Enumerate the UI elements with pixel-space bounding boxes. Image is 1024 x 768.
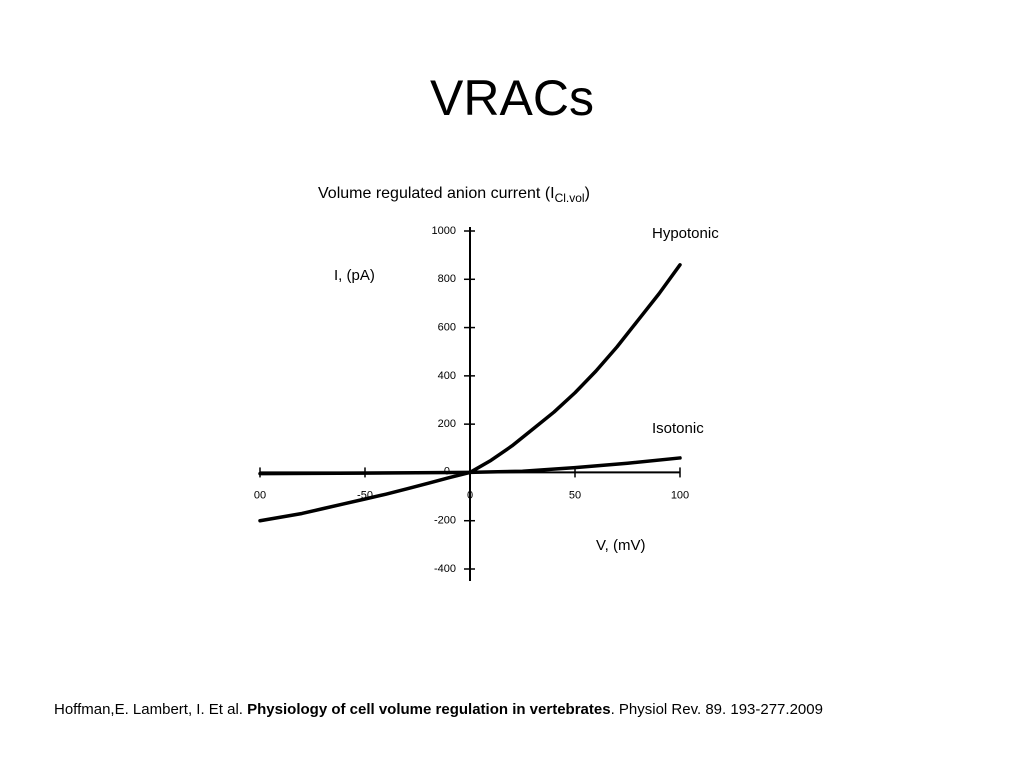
chart-title-subscript: Cl.vol (555, 191, 585, 205)
y-tick-label: 400 (438, 370, 456, 382)
y-axis-label: I, (pA) (334, 267, 375, 284)
x-tick-label: 100 (671, 489, 689, 501)
y-tick-label: 600 (438, 321, 456, 333)
citation-authors: Hoffman,E. Lambert, I. Et al. (54, 701, 247, 718)
citation: Hoffman,E. Lambert, I. Et al. Physiology… (54, 701, 823, 718)
slide-title: VRACs (430, 70, 594, 126)
series-line (258, 456, 682, 476)
x-axis-label: V, (mV) (596, 537, 645, 554)
series-label: Hypotonic (652, 225, 719, 242)
y-tick-label: 200 (438, 418, 456, 430)
x-tick-label: 0 (467, 489, 473, 501)
citation-article: Physiology of cell volume regulation in … (247, 701, 610, 718)
x-tick-label: 50 (569, 489, 581, 501)
y-tick-label: 1000 (432, 225, 456, 237)
y-tick-label: 800 (438, 273, 456, 285)
series-label: Isotonic (652, 420, 704, 437)
chart-title-end: ) (585, 185, 590, 202)
y-tick-label: -400 (434, 563, 456, 575)
citation-source: . Physiol Rev. 89. 193-277.2009 (611, 701, 823, 718)
y-tick-label: -200 (434, 515, 456, 527)
chart-title-main: Volume regulated anion current (I (318, 185, 555, 202)
x-tick-label: 00 (254, 489, 266, 501)
chart-title: Volume regulated anion current (ICl.vol) (318, 185, 590, 205)
